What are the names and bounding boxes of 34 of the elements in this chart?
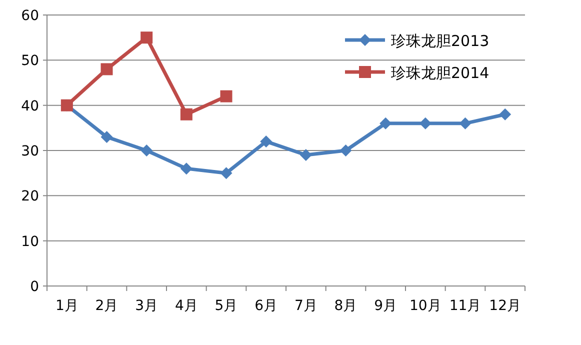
- point: [140, 144, 153, 156]
- point: [459, 117, 472, 130]
- y-tick-label: 30: [21, 144, 39, 160]
- point: [100, 130, 113, 143]
- x-tick-label: 6月: [254, 298, 278, 314]
- point: [100, 63, 113, 76]
- x-tick-label: 8月: [334, 298, 358, 314]
- point: [499, 108, 512, 120]
- x-tick-label: 2月: [95, 298, 118, 314]
- y-tick-label: 0: [30, 279, 39, 295]
- y-tick-label: 50: [21, 53, 39, 70]
- point: [180, 108, 192, 120]
- point: [180, 162, 192, 175]
- x-tick-label: 10月: [410, 298, 442, 314]
- x-tick-label: 3月: [135, 298, 158, 314]
- legend-label: 珍珠龙胆2013: [391, 32, 490, 50]
- x-tick-label: 12月: [489, 298, 521, 314]
- y-tick-label: 40: [21, 98, 39, 114]
- y-tick-label: 60: [21, 8, 39, 24]
- x-tick-label: 5月: [214, 298, 238, 314]
- x-tick-label: 1月: [55, 298, 78, 314]
- point: [140, 32, 153, 44]
- point: [340, 144, 352, 156]
- point: [300, 149, 312, 162]
- point: [260, 135, 272, 148]
- y-tick-label: 10: [21, 234, 39, 250]
- point: [220, 167, 232, 180]
- x-tick-label: 4月: [174, 298, 198, 314]
- legend-label: 珍珠龙胆2014: [391, 64, 490, 82]
- point: [220, 90, 232, 102]
- x-tick-label: 9月: [374, 298, 398, 314]
- x-tick-label: 11月: [449, 298, 482, 314]
- x-tick-label: 7月: [294, 298, 318, 314]
- y-tick-label: 20: [21, 188, 39, 205]
